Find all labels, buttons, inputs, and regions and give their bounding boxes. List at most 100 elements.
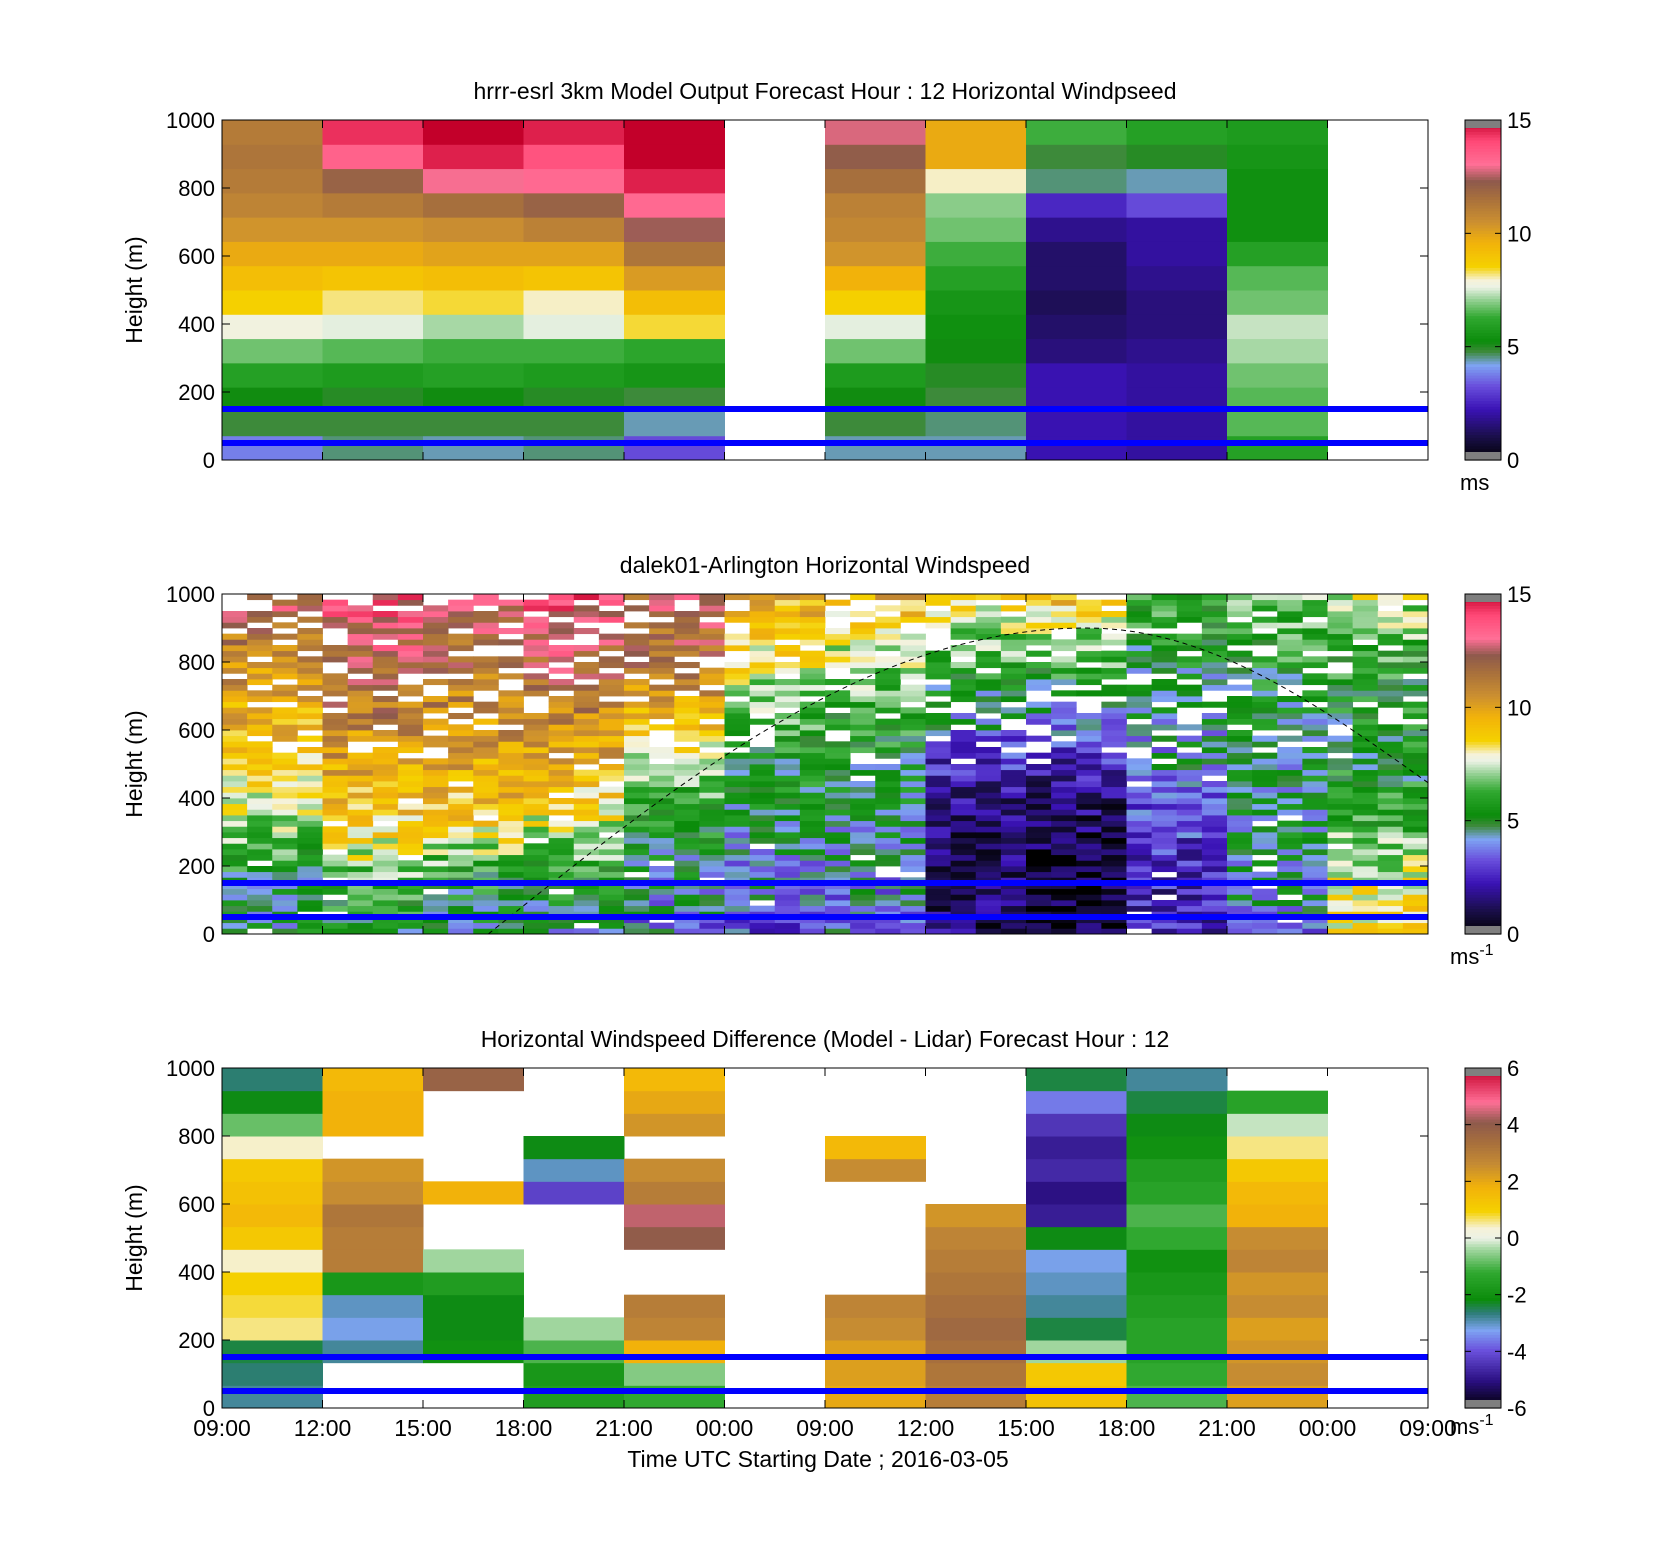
colorbar-band: [1465, 681, 1501, 686]
heatmap-cell: [1252, 871, 1278, 878]
heatmap-cell: [624, 843, 650, 850]
heatmap-cell: [799, 758, 826, 765]
heatmap-cell: [222, 735, 248, 742]
heatmap-cell: [222, 866, 248, 873]
heatmap-cell: [1252, 724, 1278, 731]
heatmap-cell: [1377, 616, 1404, 623]
heatmap-cell: [372, 849, 399, 856]
heatmap-cell: [423, 735, 449, 742]
heatmap-cell: [799, 837, 826, 844]
heatmap-cell: [297, 639, 323, 646]
heatmap-cell: [473, 786, 499, 793]
heatmap-cell: [799, 730, 826, 737]
heatmap-cell: [699, 922, 725, 929]
heatmap-cell: [1126, 803, 1153, 810]
heatmap-cell: [674, 917, 700, 924]
heatmap-cell: [222, 192, 323, 218]
heatmap-cell: [297, 866, 323, 873]
heatmap-cell: [649, 707, 675, 714]
heatmap-cell: [674, 905, 700, 912]
heatmap-cell: [1151, 849, 1178, 856]
colorbar-band: [1465, 602, 1501, 606]
heatmap-cell: [1051, 894, 1077, 901]
heatmap-cell: [975, 752, 1002, 759]
colorbar-band: [1465, 1365, 1501, 1369]
heatmap-cell: [448, 701, 474, 708]
heatmap-cell: [548, 707, 575, 714]
heatmap-cell: [297, 713, 323, 720]
heatmap-cell: [548, 696, 575, 703]
heatmap-cell: [724, 594, 751, 601]
colorbar-band: [1465, 849, 1501, 853]
heatmap-cell: [825, 849, 851, 856]
heatmap-cell: [1026, 684, 1052, 691]
heatmap-cell: [1352, 917, 1379, 924]
heatmap-cell: [272, 843, 298, 850]
heatmap-cell: [548, 854, 575, 861]
heatmap-cell: [749, 786, 776, 793]
heatmap-cell: [1227, 798, 1253, 805]
heatmap-cell: [573, 730, 600, 737]
colorbar-band: [1465, 650, 1501, 655]
heatmap-cell: [1227, 928, 1253, 935]
heatmap-cell: [624, 1362, 725, 1386]
colorbar-band: [1465, 1161, 1501, 1165]
heatmap-cell: [950, 786, 977, 793]
heatmap-cell: [1227, 120, 1328, 145]
heatmap-cell: [799, 639, 826, 646]
heatmap-cell: [774, 701, 801, 708]
heatmap-cell: [624, 1068, 725, 1092]
heatmap-cell: [975, 905, 1002, 912]
colorbar-band: [1465, 392, 1501, 396]
heatmap-cell: [975, 769, 1002, 776]
heatmap-cell: [950, 803, 977, 810]
heatmap-cell: [1101, 599, 1127, 606]
colorbar-band: [1465, 775, 1501, 779]
heatmap-cell: [1076, 809, 1102, 816]
heatmap-cell: [674, 594, 700, 601]
heatmap-cell: [1327, 849, 1354, 856]
heatmap-cell: [347, 707, 374, 714]
heatmap-cell: [1026, 837, 1052, 844]
heatmap-cell: [372, 832, 399, 839]
heatmap-cell: [1277, 724, 1303, 731]
colorbar-band: [1465, 919, 1501, 924]
heatmap-cell: [900, 667, 926, 674]
colorbar-band: [1465, 710, 1501, 714]
heatmap-cell: [498, 781, 524, 788]
heatmap-cell: [372, 650, 399, 657]
heatmap-cell: [1252, 594, 1278, 601]
heatmap-cell: [1402, 713, 1429, 720]
heatmap-cell: [448, 820, 474, 827]
heatmap-cell: [1377, 786, 1404, 793]
heatmap-cell: [1026, 217, 1127, 242]
colorbar-band: [1465, 304, 1501, 308]
heatmap-cell: [1176, 922, 1203, 929]
heatmap-cell: [1101, 843, 1127, 850]
heatmap-cell: [1151, 922, 1178, 929]
heatmap-cell: [1051, 747, 1077, 754]
heatmap-cell: [1201, 701, 1228, 708]
heatmap-cell: [272, 758, 298, 765]
colorbar-band: [1465, 812, 1501, 816]
heatmap-cell: [322, 1113, 424, 1137]
heatmap-cell: [322, 1317, 424, 1341]
heatmap-cell: [825, 905, 851, 912]
heatmap-cell: [925, 168, 1027, 194]
heatmap-cell: [1252, 735, 1278, 742]
heatmap-cell: [774, 815, 801, 822]
heatmap-cell: [1201, 730, 1228, 737]
heatmap-cell: [1000, 888, 1027, 895]
heatmap-cell: [774, 667, 801, 674]
heatmap-cell: [724, 832, 751, 839]
heatmap-cell: [1101, 837, 1127, 844]
colorbar-band: [1465, 383, 1501, 387]
heatmap-cell: [397, 769, 424, 776]
heatmap-cell: [397, 775, 424, 782]
heatmap-cell: [774, 718, 801, 725]
heatmap-cell: [900, 849, 926, 856]
heatmap-cell: [1352, 741, 1379, 748]
heatmap-cell: [1176, 764, 1203, 771]
colorbar-band: [1465, 315, 1501, 319]
heatmap-cell: [1201, 764, 1228, 771]
